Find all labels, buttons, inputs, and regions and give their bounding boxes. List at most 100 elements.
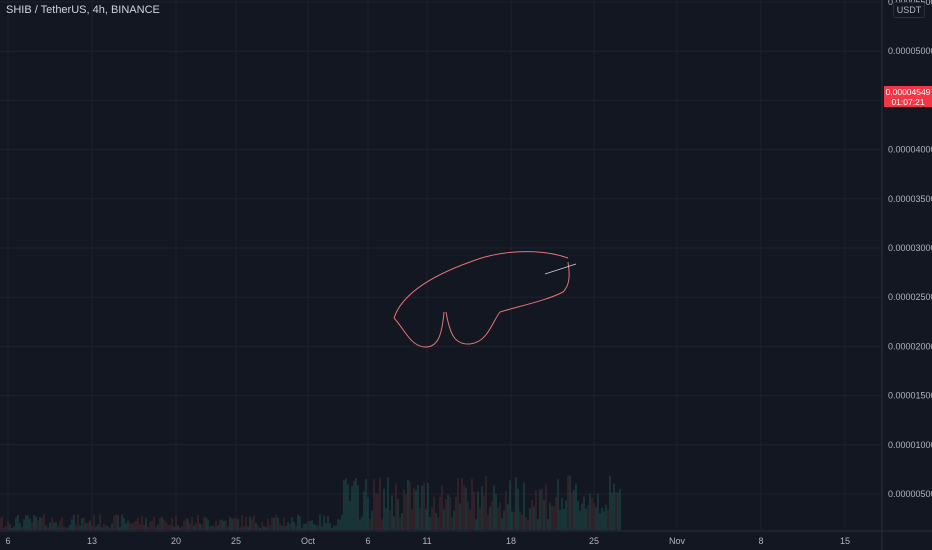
volume-bar [551,506,553,530]
volume-bar [473,491,475,530]
volume-bar [527,519,529,530]
volume-bar [485,476,487,530]
volume-bar [135,520,137,530]
volume-bar [239,527,241,530]
volume-bar [13,526,15,530]
volume-bar [469,508,471,530]
volume-bar [161,516,163,530]
volume-bar [413,487,415,530]
volume-bar [189,523,191,530]
volume-bar [601,507,603,530]
volume-bar [403,489,405,530]
volume-bar [381,519,383,530]
volume-bar [543,500,545,530]
volume-bar [373,479,375,530]
volume-bar [193,525,195,530]
volume-bar [267,519,269,530]
y-tick-label: 0.00000500 [888,489,932,499]
volume-bar [153,516,155,530]
volume-bar [531,499,533,530]
volume-bar [351,486,353,530]
volume-bar [187,518,189,530]
volume-bar [247,526,249,530]
volume-bar [307,521,309,530]
volume-bar [49,522,51,530]
volume-bar [183,521,185,530]
volume-bar [339,519,341,530]
volume-bar [217,525,219,530]
volume-bar [139,524,141,530]
volume-bar [19,522,21,530]
volume-bar [481,486,483,530]
volume-bar [45,525,47,530]
volume-bar [143,524,145,530]
volume-bar [571,492,573,530]
y-tick-label: 0.00001500 [888,391,932,401]
x-tick-label: 15 [840,536,850,546]
volume-bar [383,488,385,530]
left-shoulder-drawing [393,311,445,348]
volume-bar [173,526,175,530]
volume-bar [503,510,505,530]
y-tick-label: 0.00002500 [888,292,932,302]
volume-bar [395,483,397,530]
volume-bar [565,500,567,530]
volume-bar [455,496,457,530]
volume-bar [335,525,337,530]
volume-bar [609,475,611,530]
volume-bar [457,478,459,530]
volume-bar [229,516,231,530]
volume-bar [25,515,27,530]
volume-bar [37,520,39,530]
volume-bar [471,478,473,530]
volume-bar [3,527,5,530]
volume-bar [549,502,551,530]
x-tick-label: 18 [506,536,516,546]
volume-bar [269,525,271,530]
volume-bar [613,483,615,530]
volume-bar [459,503,461,530]
volume-bar [533,506,535,530]
volume-bar [137,517,139,530]
volume-bar [495,494,497,530]
volume-bar [249,516,251,530]
volume-bar [291,517,293,530]
volume-bar [9,523,11,530]
volume-bar [489,506,491,530]
y-tick-label: 0.00003500 [888,194,932,204]
volume-bar [559,509,561,530]
volume-bar [593,503,595,530]
volume-bar [569,475,571,530]
volume-bar [109,527,111,530]
volume-bar [411,509,413,530]
volume-bar [163,519,165,530]
volume-bar [81,518,83,530]
volume-bar [253,515,255,530]
volume-bar [541,488,543,530]
volume-bar [467,501,469,530]
volume-bar [91,526,93,530]
volume-bar [423,482,425,530]
volume-bar [597,493,599,530]
volume-bar [521,515,523,530]
volume-bar [323,515,325,530]
volume-bar [449,496,451,530]
cup-rim-drawing [393,251,569,319]
volume-bar [325,523,327,530]
volume-bar [355,477,357,530]
volume-bar [215,521,217,530]
currency-button[interactable]: USDT [893,2,925,18]
volume-bar [53,522,55,530]
volume-bar [361,516,363,530]
volume-bar [213,525,215,530]
volume-bar [341,514,343,530]
volume-bar [417,485,419,530]
volume-bar [231,518,233,530]
volume-bar [493,485,495,530]
volume-bar [505,491,507,530]
y-tick-label: 0.00001000 [888,440,932,450]
volume-bar [59,520,61,530]
volume-bar [617,492,619,530]
volume-bar [105,524,107,530]
